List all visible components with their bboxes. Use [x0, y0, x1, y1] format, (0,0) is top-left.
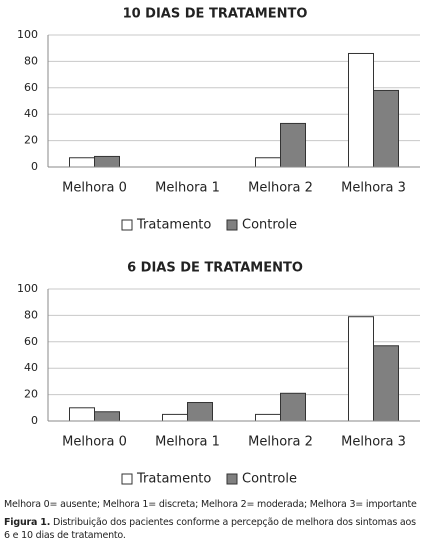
- bar: [187, 402, 213, 422]
- chart-title: 10 DIAS DE TRATAMENTO: [123, 7, 308, 22]
- caption-label: Figura 1.: [4, 517, 51, 528]
- x-tick-label: Melhora 2: [248, 435, 313, 450]
- legend-swatch: [121, 219, 133, 231]
- y-tick-label: 40: [24, 107, 38, 120]
- x-tick-label: Melhora 1: [155, 435, 220, 450]
- caption-text: Distribuição dos pacientes conforme a pe…: [4, 517, 416, 541]
- x-tick-label: Melhora 2: [248, 181, 313, 196]
- bar: [280, 392, 306, 422]
- legend-swatch: [226, 219, 238, 231]
- legend-label: Controle: [242, 218, 297, 233]
- legend-label: Controle: [242, 472, 297, 487]
- bar: [94, 411, 120, 422]
- y-tick-label: 0: [31, 414, 38, 427]
- y-tick-label: 20: [24, 134, 38, 147]
- legend-swatch: [121, 473, 133, 485]
- x-tick-label: Melhora 0: [62, 181, 127, 196]
- bar: [255, 413, 281, 422]
- legend-label: Tratamento: [136, 218, 211, 233]
- bar: [373, 345, 399, 422]
- legend-label: Tratamento: [136, 472, 211, 487]
- y-tick-label: 60: [24, 81, 38, 94]
- y-tick-label: 80: [24, 54, 38, 67]
- bar: [69, 157, 95, 168]
- y-tick-label: 40: [24, 361, 38, 374]
- y-tick-label: 0: [31, 160, 38, 173]
- bar: [69, 407, 95, 422]
- bar: [373, 89, 399, 168]
- y-tick-label: 100: [17, 28, 38, 41]
- charts: 10 DIAS DE TRATAMENTO 0 20 40 60 80 100 Melhora…: [17, 7, 420, 487]
- y-tick-label: 60: [24, 335, 38, 348]
- bar: [94, 155, 120, 168]
- caption: Figura 1. Distribuição dos pacientes con…: [4, 516, 422, 542]
- x-tick-label: Melhora 1: [155, 181, 220, 196]
- bar: [280, 122, 306, 168]
- chart-title: 6 DIAS DE TRATAMENTO: [127, 261, 303, 276]
- x-tick-label: Melhora 0: [62, 435, 127, 450]
- y-tick-label: 80: [24, 308, 38, 321]
- bar: [348, 316, 374, 422]
- bar: [348, 52, 374, 168]
- y-tick-label: 20: [24, 388, 38, 401]
- y-tick-label: 100: [17, 282, 38, 295]
- bar: [162, 413, 188, 422]
- x-tick-label: Melhora 3: [341, 435, 406, 450]
- note: Melhora 0= ausente; Melhora 1= discreta;…: [4, 499, 417, 510]
- legend-swatch: [226, 473, 238, 485]
- bar: [255, 157, 281, 168]
- x-tick-label: Melhora 3: [341, 181, 406, 196]
